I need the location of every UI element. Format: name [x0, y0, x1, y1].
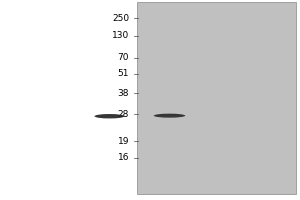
Bar — [136, 2, 296, 194]
Text: 130: 130 — [112, 31, 129, 40]
Text: 250: 250 — [112, 14, 129, 23]
Text: 28: 28 — [118, 110, 129, 119]
Text: 70: 70 — [118, 53, 129, 62]
Ellipse shape — [94, 114, 124, 118]
Text: 38: 38 — [118, 89, 129, 98]
Ellipse shape — [98, 116, 121, 118]
Text: 51: 51 — [118, 70, 129, 78]
Text: 16: 16 — [118, 153, 129, 162]
Ellipse shape — [158, 116, 181, 117]
Ellipse shape — [154, 114, 185, 118]
Text: 19: 19 — [118, 137, 129, 146]
